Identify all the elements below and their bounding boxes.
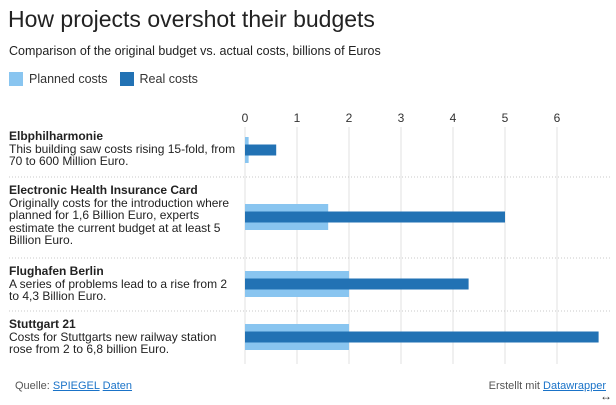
resize-icon[interactable]: ↔ [600,389,612,403]
source-link[interactable]: SPIEGEL [52,380,100,392]
row-description: A series of problems lead to a rise from… [9,276,228,304]
bar-real [245,278,469,290]
bar-planned [245,137,249,163]
footer-credit: Erstellt mit Datawrapper [489,380,606,392]
credit-link[interactable]: Datawrapper [543,380,606,392]
row-description: Originally costs for the introduction wh… [9,195,230,248]
legend-swatch-planned [9,72,23,86]
bar-planned [245,324,349,350]
row-label-health-card: Electronic Health Insurance Card Origina… [9,184,239,247]
row-label-elbphilharmonie: Elbphilharmonie This building saw costs … [9,130,239,168]
x-tick-label: 3 [398,111,405,125]
x-tick-label: 2 [346,111,353,125]
bar-real [245,144,277,156]
row-title: Electronic Health Insurance Card [9,183,198,197]
chart-subtitle: Comparison of the original budget vs. ac… [9,44,381,58]
legend-swatch-real [119,72,134,86]
row-title: Flughafen Berlin [9,264,104,278]
bar-real [245,211,505,223]
x-tick-label: 4 [450,111,457,125]
legend-label-planned: Planned costs [29,72,108,86]
data-link[interactable]: Daten [102,380,133,392]
x-tick-label: 6 [554,111,561,125]
legend: Planned costs Real costs [9,72,210,86]
row-title: Stuttgart 21 [9,317,76,331]
x-tick-label: 1 [294,111,301,125]
legend-label-real: Real costs [139,72,198,86]
chart-title: How projects overshot their budgets [8,6,375,32]
footer-source: Quelle: SPIEGEL Daten [15,380,132,392]
source-prefix: Quelle: [15,380,50,392]
bar-planned [245,271,349,297]
row-description: This building saw costs rising 15-fold, … [9,141,236,169]
x-tick-label: 0 [242,111,249,125]
legend-item-real: Real costs [119,72,198,86]
x-tick-label: 5 [502,111,509,125]
row-label-stuttgart-21: Stuttgart 21 Costs for Stuttgarts new ra… [9,318,239,356]
credit-prefix: Erstellt mit [488,380,540,392]
row-label-flughafen-berlin: Flughafen Berlin A series of problems le… [9,265,239,303]
row-description: Costs for Stuttgarts new railway station… [9,329,217,357]
bar-planned [245,204,329,230]
legend-item-planned: Planned costs [9,72,108,86]
row-title: Elbphilharmonie [9,129,104,143]
bar-real [245,331,599,343]
